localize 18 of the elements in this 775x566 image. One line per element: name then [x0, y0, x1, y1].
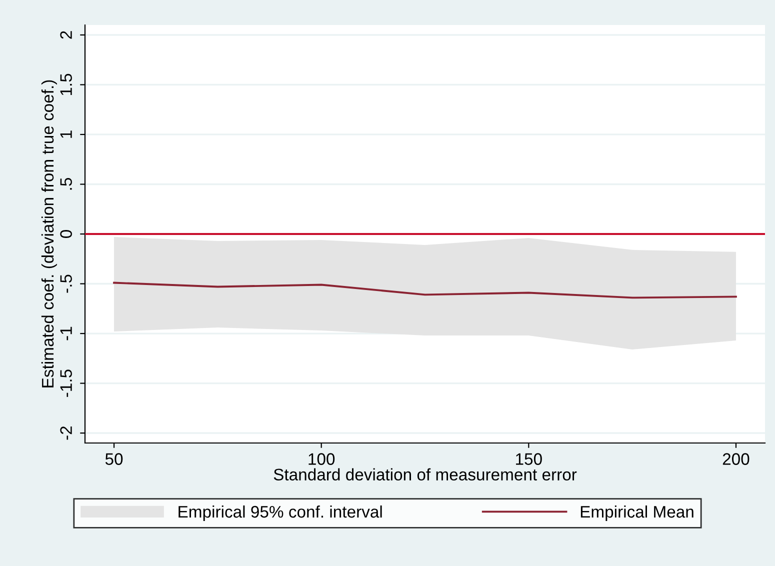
x-tick-label: 200 — [722, 453, 750, 465]
y-tick-label: 1 — [60, 130, 72, 138]
x-axis-title: Standard deviation of measurement error — [274, 468, 577, 480]
x-tick-label: 50 — [105, 453, 123, 465]
text: Empirical Mean — [580, 505, 694, 521]
y-tick-label: 2 — [60, 31, 72, 39]
y-tick-label: -.5 — [60, 274, 72, 293]
y-tick-label: -1 — [60, 326, 72, 340]
y-tick-label: -1.5 — [60, 370, 72, 397]
y-tick-label: 1.5 — [60, 74, 72, 96]
y-axis-title: Estimated coef. (deviation from true coef.) — [41, 80, 57, 388]
x-tick-label: 100 — [308, 453, 335, 465]
y-tick-label: -2 — [60, 426, 72, 440]
line-series — [113, 282, 737, 299]
text: Empirical 95% conf. interval — [178, 505, 382, 521]
x-tick-label: 150 — [516, 453, 542, 465]
y-tick-label: 0 — [60, 230, 72, 238]
y-tick-label: .5 — [60, 178, 72, 190]
